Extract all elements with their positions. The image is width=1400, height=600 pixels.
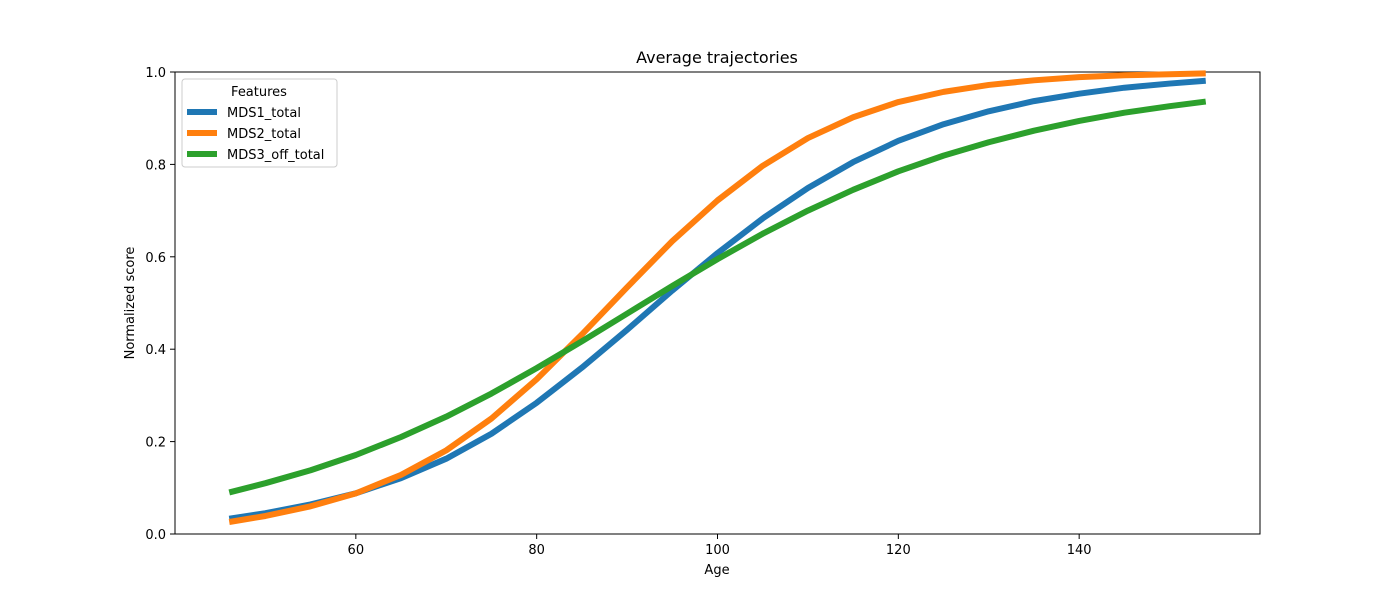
legend: Features MDS1_total MDS2_total MDS3_off_to… bbox=[181, 78, 338, 168]
legend-box bbox=[181, 78, 338, 168]
y-axis-label: Normalized score bbox=[123, 247, 138, 360]
y-tick-label-4: 0.8 bbox=[145, 158, 166, 173]
y-tick-label-3: 0.6 bbox=[145, 251, 166, 266]
legend-label-MDS2_total: MDS2_total bbox=[227, 127, 301, 142]
y-tick-label-2: 0.4 bbox=[145, 343, 166, 358]
y-tick-label-1: 0.2 bbox=[145, 436, 166, 451]
chart-title: Average trajectories bbox=[636, 48, 798, 67]
y-tick-label-0: 0.0 bbox=[145, 528, 166, 543]
x-axis-label: Age bbox=[704, 563, 729, 578]
x-tick-label-0: 60 bbox=[348, 543, 365, 558]
legend-entries: MDS1_total MDS2_total MDS3_off_total bbox=[187, 106, 324, 163]
x-axis: 60 80 100 120 140 bbox=[348, 534, 1092, 558]
series-line-MDS3_off_total bbox=[228, 98, 1207, 496]
plot-area bbox=[174, 71, 1261, 535]
x-tick-label-1: 80 bbox=[528, 543, 545, 558]
series-line-MDS2_total bbox=[228, 70, 1206, 525]
legend-label-MDS1_total: MDS1_total bbox=[227, 106, 301, 121]
y-tick-label-5: 1.0 bbox=[145, 66, 166, 81]
series-layer bbox=[228, 70, 1207, 525]
x-tick-label-3: 120 bbox=[886, 543, 911, 558]
legend-label-MDS3_off_total: MDS3_off_total bbox=[227, 148, 324, 163]
legend-title: Features bbox=[231, 85, 287, 100]
x-tick-label-2: 100 bbox=[705, 543, 730, 558]
y-axis: 0.0 0.2 0.4 0.6 0.8 1.0 bbox=[145, 66, 175, 543]
x-tick-label-4: 140 bbox=[1067, 543, 1092, 558]
